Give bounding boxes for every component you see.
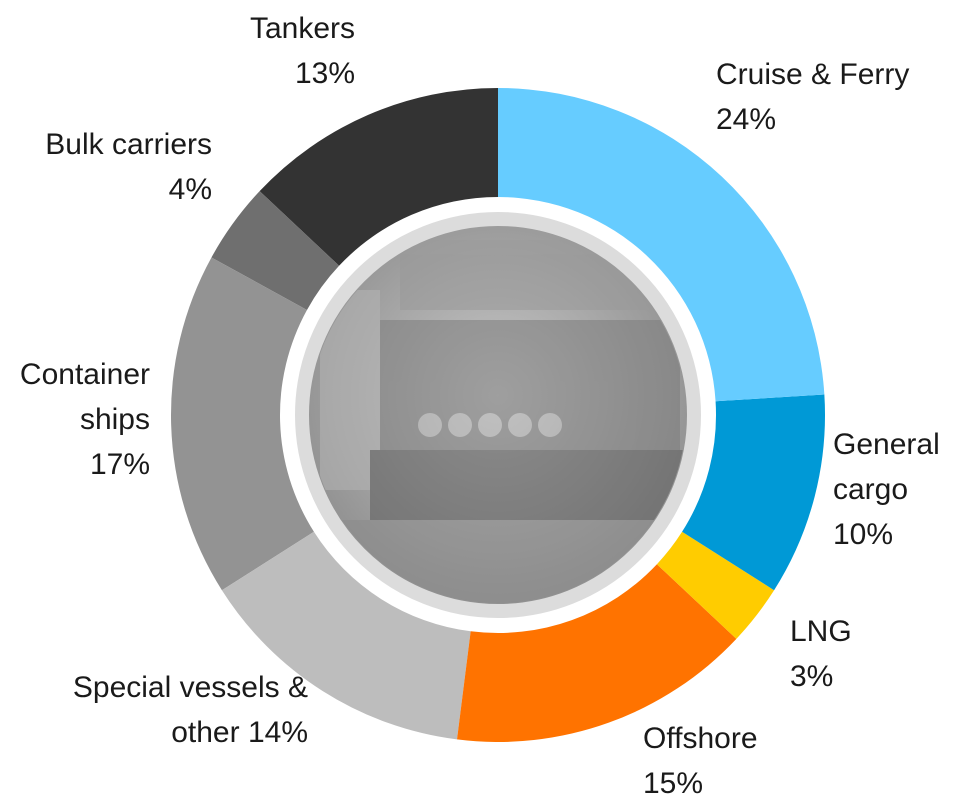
page: (() => { const data = JSON.parse(documen… (0, 0, 958, 798)
category-label: Container ships (20, 358, 150, 436)
category-label: Bulk carriers (45, 128, 212, 161)
category-label: LNG (790, 615, 852, 648)
category-label: General cargo (833, 428, 940, 506)
donut-segment (171, 257, 314, 590)
segment-label: Bulk carriers 4% (0, 122, 212, 212)
value-label: 3% (790, 654, 890, 699)
value-label: 4% (0, 167, 212, 212)
value-label: 17% (0, 442, 150, 487)
value-label: 14% (248, 716, 308, 749)
segment-label: Offshore 15% (643, 716, 793, 806)
segment-label: Special vessels & other 14% (68, 665, 308, 755)
segment-label: Container ships 17% (0, 352, 150, 487)
category-label: Tankers (250, 12, 355, 45)
value-label: 15% (643, 761, 793, 806)
value-label: 13% (205, 51, 355, 96)
category-label: Offshore (643, 722, 758, 755)
category-label: Cruise & Ferry (716, 58, 909, 91)
segment-label: LNG 3% (790, 609, 890, 699)
value-label: 10% (833, 512, 953, 557)
segment-label: General cargo 10% (833, 422, 953, 557)
segment-label: Cruise & Ferry 24% (716, 52, 946, 142)
segment-label: Tankers 13% (205, 6, 355, 96)
value-label: 24% (716, 97, 946, 142)
